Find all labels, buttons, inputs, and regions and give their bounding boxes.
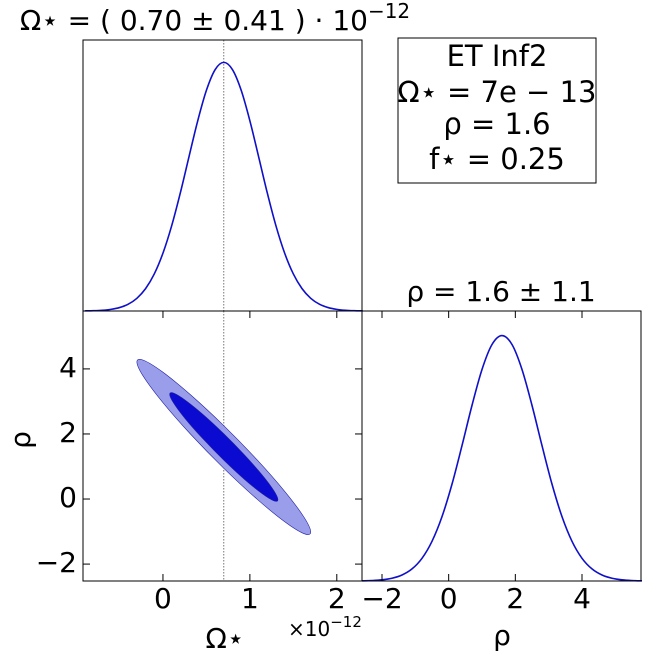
x-tick-label: 0 (440, 582, 458, 615)
offset-text: ×10 (288, 617, 330, 641)
y-axis-label: ρ (4, 431, 37, 449)
x-tick-label: 0 (154, 582, 172, 615)
offset-exponent: −12 (330, 613, 362, 631)
title-right: ρ = 1.6 ± 1.1 (406, 275, 595, 308)
annotation-line: ET Inf2 (447, 39, 548, 73)
x-tick-label: 2 (328, 582, 346, 615)
x-tick-label: −2 (361, 582, 402, 615)
x-axis-label: ρ (493, 619, 511, 652)
x-tick-label: 2 (506, 582, 524, 615)
density-curve (361, 334, 643, 582)
y-tick-label: 4 (59, 351, 77, 384)
panel-frame (82, 39, 363, 312)
title-left: Ω⋆ = ( 0.70 ± 0.41 ) · 10−12 (20, 0, 410, 37)
title-text: Ω⋆ = ( 0.70 ± 0.41 ) · 10 (20, 4, 368, 37)
x-axis-label: Ω⋆ (206, 622, 245, 655)
panel-frame (361, 310, 642, 582)
annotation-line: Ω⋆ = 7e − 13 (398, 75, 597, 109)
y-tick-label: −2 (36, 546, 77, 579)
density-curve (84, 61, 363, 312)
x-offset-label: ×10−12 (288, 613, 362, 641)
x-tick-label: 1 (241, 582, 259, 615)
y-tick-label: 0 (59, 481, 77, 514)
annotation-line: f⋆ = 0.25 (429, 142, 565, 176)
annotation-box (397, 37, 597, 184)
contour (169, 392, 279, 502)
x-tick-label: 4 (573, 582, 591, 615)
title-exponent: −12 (368, 0, 410, 23)
y-tick-label: 2 (59, 416, 77, 449)
annotation-line: ρ = 1.6 (443, 107, 550, 141)
